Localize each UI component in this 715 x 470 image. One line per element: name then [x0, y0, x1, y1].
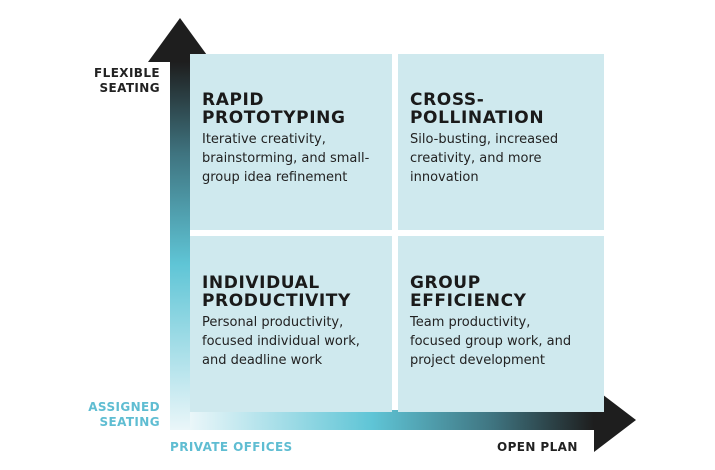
quadrant-title: CROSS- POLLINATION [410, 90, 545, 128]
quadrant-cross-pollination: CROSS- POLLINATION Silo-busting, increas… [398, 54, 604, 230]
x-axis-shaft [190, 410, 594, 430]
quadrant-description: Silo-busting, increased creativity, and … [410, 132, 559, 185]
quadrant-title: INDIVIDUAL PRODUCTIVITY [202, 273, 351, 311]
quadrant-group-efficiency: GROUP EFFICIENCY Team productivity, focu… [398, 236, 604, 412]
quadrant-individual-productivity: INDIVIDUAL PRODUCTIVITY Personal product… [190, 236, 392, 412]
quadrant-title: RAPID PROTOTYPING [202, 90, 346, 128]
y-axis-arrowhead [148, 18, 212, 62]
quadrant-description: Iterative creativity, brainstorming, and… [202, 132, 370, 185]
quadrant-description: Team productivity, focused group work, a… [410, 315, 572, 368]
x-axis-right-label: OPEN PLAN [497, 440, 578, 454]
quadrant-title: GROUP EFFICIENCY [410, 273, 527, 311]
x-axis-arrowhead [594, 388, 636, 452]
x-axis-left-label: PRIVATE OFFICES [170, 440, 293, 454]
y-axis-shaft [170, 62, 190, 430]
y-axis-bottom-label: ASSIGNED SEATING [88, 400, 160, 429]
quadrant-description: Personal productivity, focused individua… [202, 315, 360, 368]
quadrant-rapid-prototyping: RAPID PROTOTYPING Iterative creativity, … [190, 54, 392, 230]
y-axis-top-label: FLEXIBLE SEATING [94, 66, 160, 95]
